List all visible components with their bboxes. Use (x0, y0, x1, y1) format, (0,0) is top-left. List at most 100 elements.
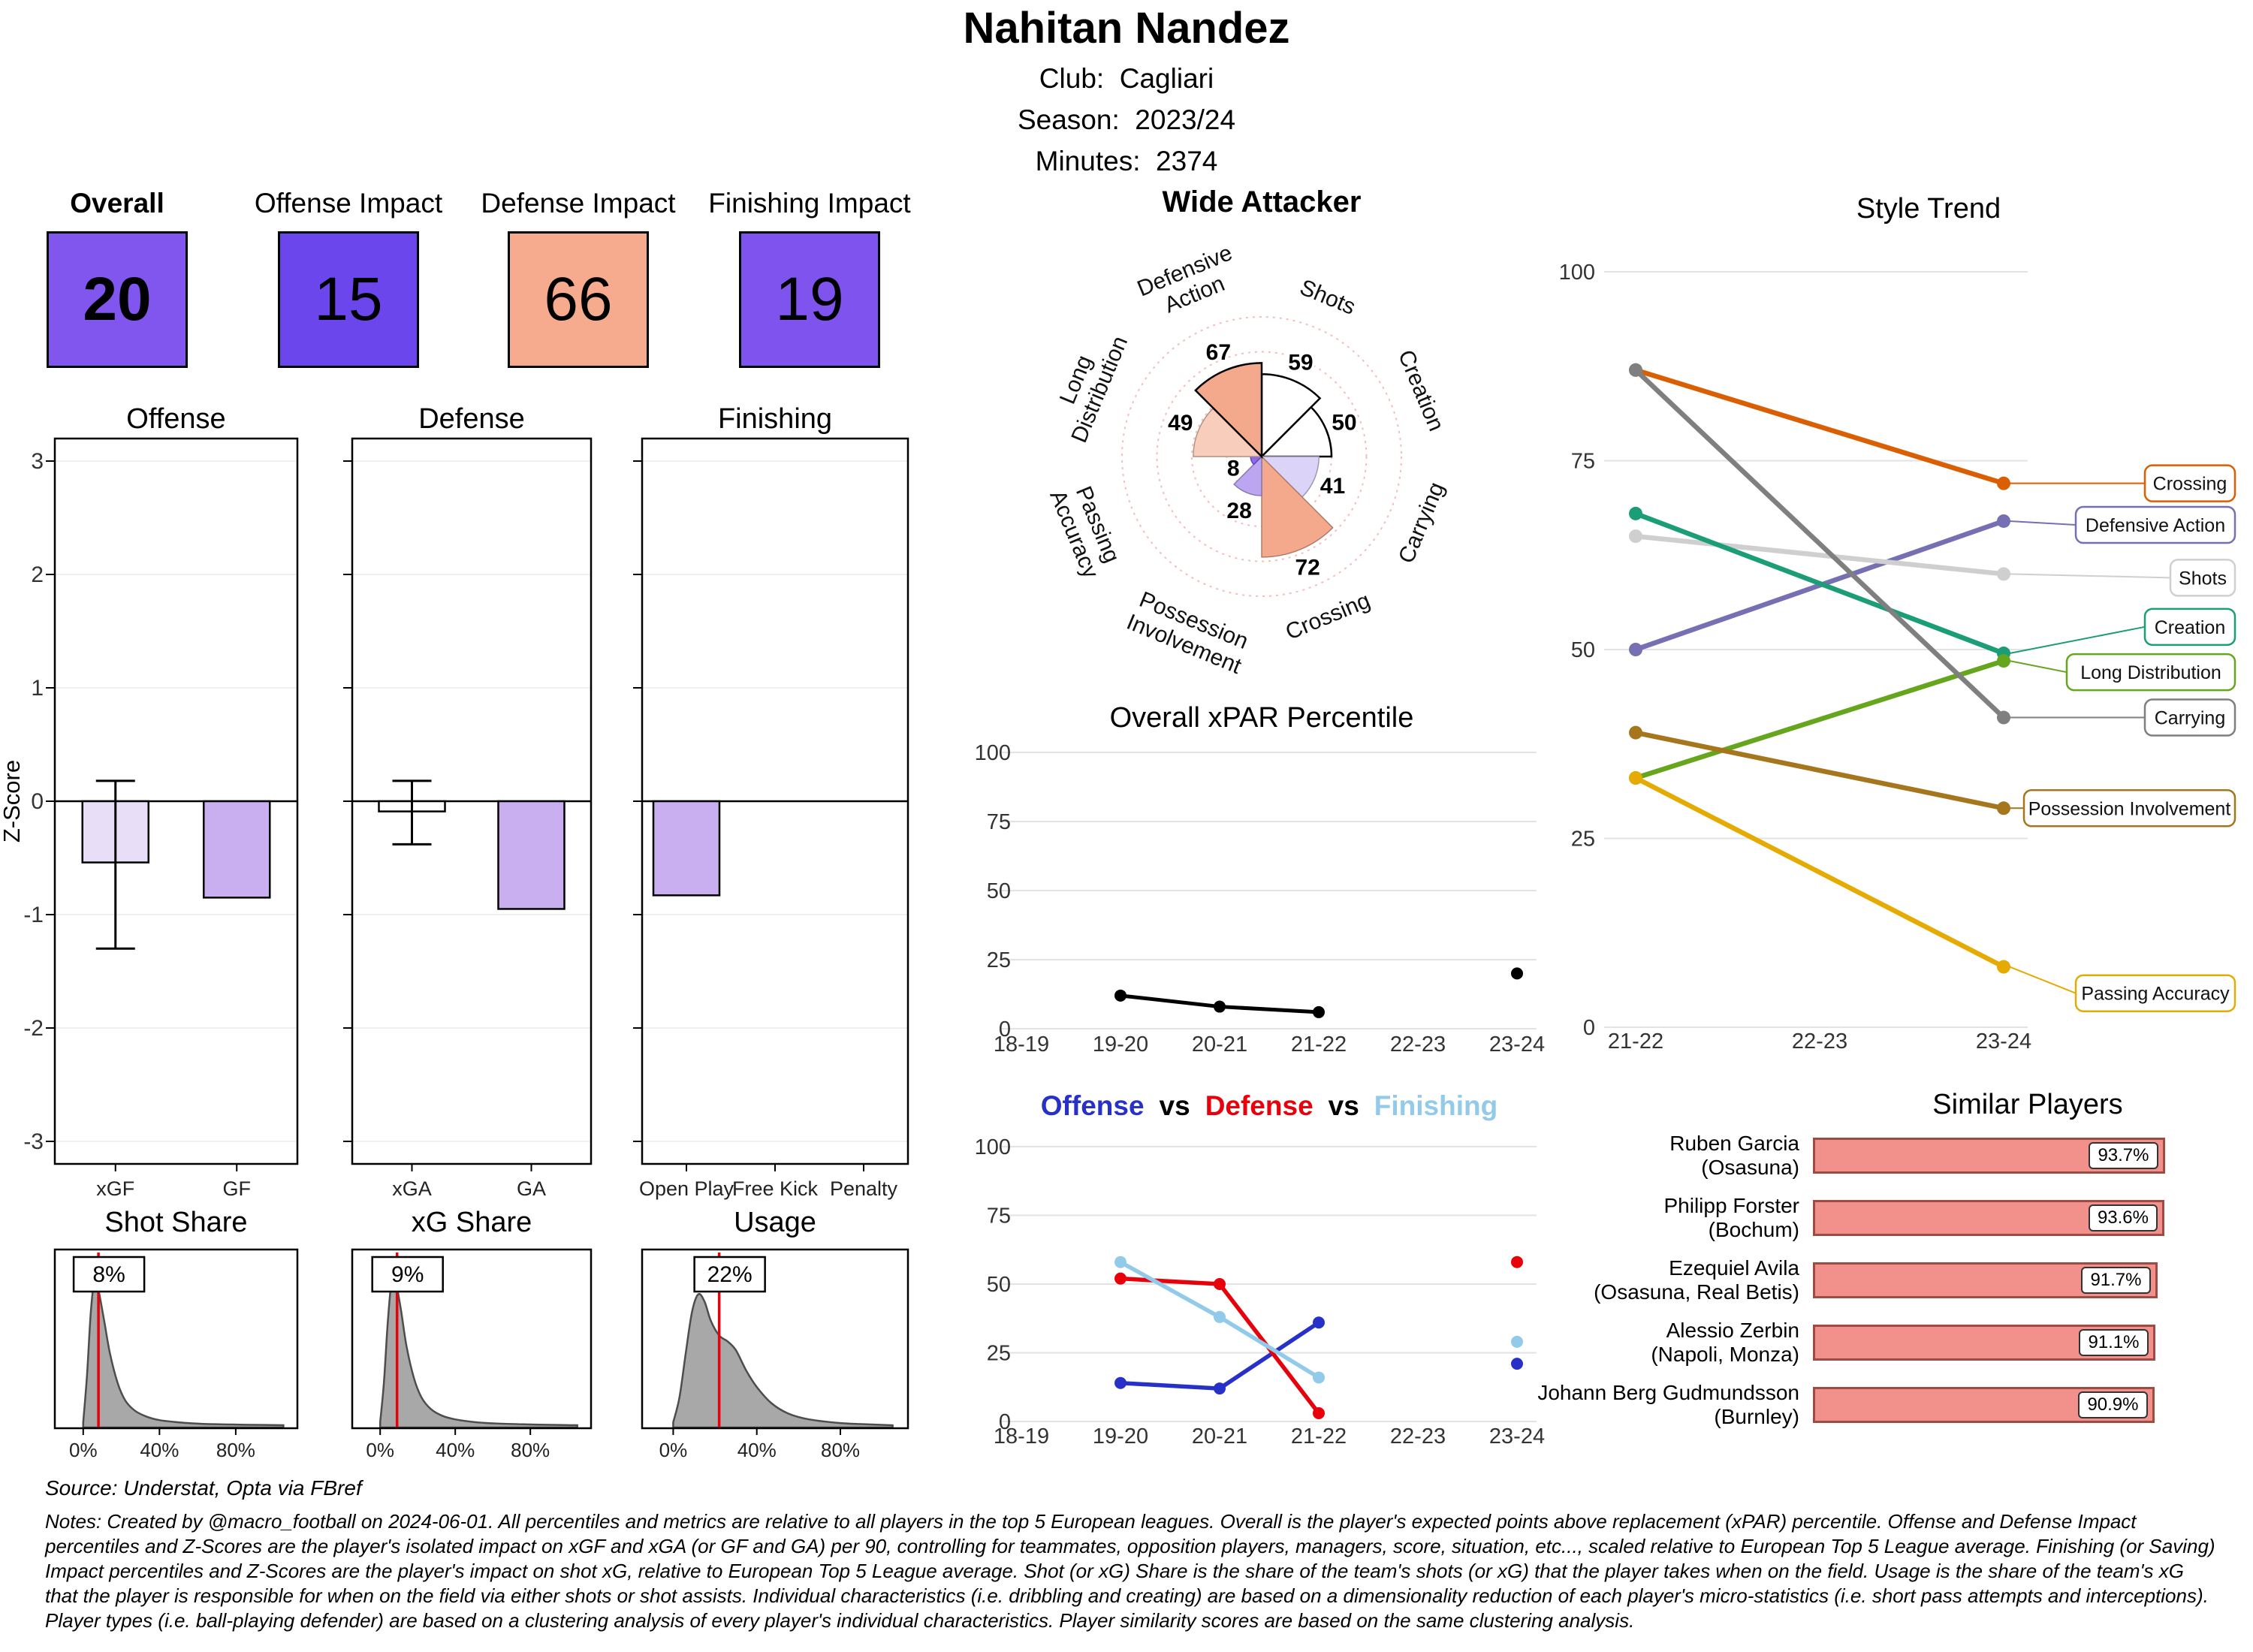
xpar-percentile-chart: Overall xPAR Percentile 0 25 50 75 100 18-19 19… (975, 702, 1545, 1057)
svg-text:Creation: Creation (1393, 346, 1449, 434)
svg-text:3: 3 (31, 449, 44, 474)
footer: Source: Understat, Opta via FBref Notes:… (45, 1476, 2215, 1633)
impact-group-defense: Defense Impact 66 (421, 188, 736, 368)
similar-player-name: Ezequiel Avila (Osasuna, Real Betis) (1594, 1256, 1799, 1304)
svg-text:100: 100 (1559, 261, 1595, 285)
similar-player-name: Alessio Zerbin (Napoli, Monza) (1651, 1319, 1799, 1366)
svg-text:0%: 0% (69, 1439, 98, 1461)
season-label: Season: (1017, 104, 1120, 135)
svg-text:80%: 80% (511, 1439, 550, 1461)
svg-text:59: 59 (1288, 351, 1313, 375)
svg-text:-2: -2 (23, 1016, 44, 1041)
share-distribution-charts: Shot Share 0% 40% 80% 8% xG Share 0% 40% 80% 9% Us… (53, 1207, 909, 1461)
svg-text:18-19: 18-19 (994, 1424, 1049, 1449)
impact-label-finishing: Finishing Impact (708, 188, 911, 219)
impact-label-offense: Offense Impact (254, 188, 443, 219)
svg-text:Long Distribution: Long Distribution (2080, 662, 2221, 683)
svg-text:18-19: 18-19 (994, 1032, 1049, 1057)
svg-text:Offense: Offense (126, 403, 225, 435)
odf-title-finishing: Finishing (1374, 1090, 1498, 1121)
similarity-bar: 93.7% (1813, 1138, 2165, 1174)
style-trend-chart: Style Trend 0 25 50 75 100 21-22 22-23 23-24 Cros… (1559, 193, 2236, 1054)
svg-text:Penalty: Penalty (830, 1177, 898, 1200)
svg-text:Crossing: Crossing (1282, 588, 1374, 645)
svg-text:Possession Involvement: Possession Involvement (2028, 798, 2231, 819)
impact-label-defense: Defense Impact (481, 188, 676, 219)
impact-group-offense: Offense Impact 15 (191, 188, 506, 368)
svg-text:23-24: 23-24 (1489, 1032, 1545, 1057)
club-label: Club: (1039, 63, 1105, 94)
similar-player-name: Philipp Forster (Bochum) (1663, 1194, 1799, 1241)
svg-text:49: 49 (1168, 411, 1193, 436)
impact-value-box-offense: 15 (278, 231, 419, 368)
svg-text:23-24: 23-24 (1976, 1029, 2031, 1054)
svg-text:100: 100 (975, 741, 1011, 765)
similarity-score: 93.6% (2088, 1204, 2158, 1231)
svg-text:50: 50 (987, 879, 1011, 903)
svg-text:75: 75 (987, 1204, 1011, 1228)
svg-text:-1: -1 (23, 903, 44, 927)
season-line: Season: 2023/24 (0, 104, 2253, 136)
svg-text:Open Play: Open Play (639, 1177, 734, 1200)
impact-group-finishing: Finishing Impact 19 (652, 188, 967, 368)
impact-value-box-finishing: 19 (739, 231, 880, 368)
minutes-line: Minutes: 2374 (0, 146, 2253, 177)
similarity-bar: 93.6% (1813, 1200, 2164, 1236)
svg-text:Shots: Shots (1296, 275, 1359, 320)
similarity-bar: 91.1% (1813, 1325, 2155, 1361)
svg-text:0: 0 (999, 1410, 1011, 1434)
svg-text:8: 8 (1227, 457, 1240, 481)
svg-text:41: 41 (1320, 474, 1345, 499)
svg-text:xG Share: xG Share (412, 1207, 532, 1238)
similarity-score: 93.7% (2089, 1142, 2158, 1169)
offense-defense-finishing-chart: 0 25 50 75 100 18-19 19-20 20-21 21-22 22-23 23-24 (975, 1135, 1545, 1449)
svg-text:21-22: 21-22 (1291, 1032, 1347, 1057)
impact-group-overall: Overall 20 (0, 188, 275, 368)
similar-player-row: Ruben Garcia (Osasuna) 93.7% (1532, 1131, 2245, 1180)
svg-text:21-22: 21-22 (1608, 1029, 1663, 1054)
svg-text:Defense: Defense (418, 403, 525, 435)
svg-text:22-23: 22-23 (1792, 1029, 1847, 1054)
minutes-value: 2374 (1156, 146, 1218, 176)
svg-text:75: 75 (1571, 450, 1595, 474)
svg-text:GA: GA (517, 1177, 546, 1200)
similar-players-list: Ruben Garcia (Osasuna) 93.7% Philipp Forste… (1532, 1131, 2245, 1442)
svg-text:23-24: 23-24 (1489, 1424, 1545, 1449)
impact-value-box-overall: 20 (47, 231, 188, 368)
svg-text:67: 67 (1206, 340, 1231, 365)
svg-text:75: 75 (987, 810, 1011, 834)
player-name: Nahitan Nandez (963, 4, 1290, 53)
odf-title-defense: Defense (1205, 1090, 1313, 1121)
svg-text:Z-Score: Z-Score (0, 760, 25, 843)
odf-title-vs2: vs (1328, 1090, 1359, 1121)
season-value: 2023/24 (1135, 104, 1236, 135)
svg-text:0: 0 (999, 1017, 1011, 1042)
impact-label-overall: Overall (70, 188, 164, 219)
similarity-score: 91.7% (2081, 1267, 2151, 1294)
svg-text:28: 28 (1226, 499, 1251, 523)
svg-text:100: 100 (975, 1135, 1011, 1159)
similar-player-row: Ezequiel Avila (Osasuna, Real Betis) 91.7% (1532, 1256, 2245, 1305)
odf-chart-title: Offense vs Defense vs Finishing (976, 1090, 1562, 1122)
similarity-bar: 91.7% (1813, 1262, 2158, 1298)
methodology-notes: Notes: Created by @macro_football on 202… (45, 1510, 2215, 1632)
similarity-bar: 90.9% (1813, 1387, 2155, 1423)
svg-text:Overall xPAR Percentile: Overall xPAR Percentile (1110, 702, 1414, 734)
svg-text:Shot Share: Shot Share (104, 1207, 247, 1238)
svg-text:19-20: 19-20 (1093, 1424, 1148, 1449)
similarity-score: 90.9% (2078, 1391, 2148, 1418)
player-style-rose-chart: Wide Attacker 59 50 41 72 28 8 49 67 Shots Creatio… (1045, 185, 1449, 679)
svg-text:Free Kick: Free Kick (732, 1177, 819, 1200)
similar-player-row: Philipp Forster (Bochum) 93.6% (1532, 1193, 2245, 1243)
impact-value-box-defense: 66 (508, 231, 649, 368)
svg-text:21-22: 21-22 (1291, 1424, 1347, 1449)
svg-text:19-20: 19-20 (1093, 1032, 1148, 1057)
svg-text:Carrying: Carrying (1394, 479, 1449, 567)
impact-value-offense: 15 (314, 265, 383, 333)
svg-text:9%: 9% (391, 1262, 424, 1287)
svg-text:0: 0 (31, 789, 44, 814)
svg-text:0%: 0% (366, 1439, 394, 1461)
similar-player-name: Johann Berg Gudmundsson (Burnley) (1537, 1381, 1799, 1428)
svg-text:25: 25 (987, 1342, 1011, 1366)
svg-text:50: 50 (1332, 410, 1356, 435)
